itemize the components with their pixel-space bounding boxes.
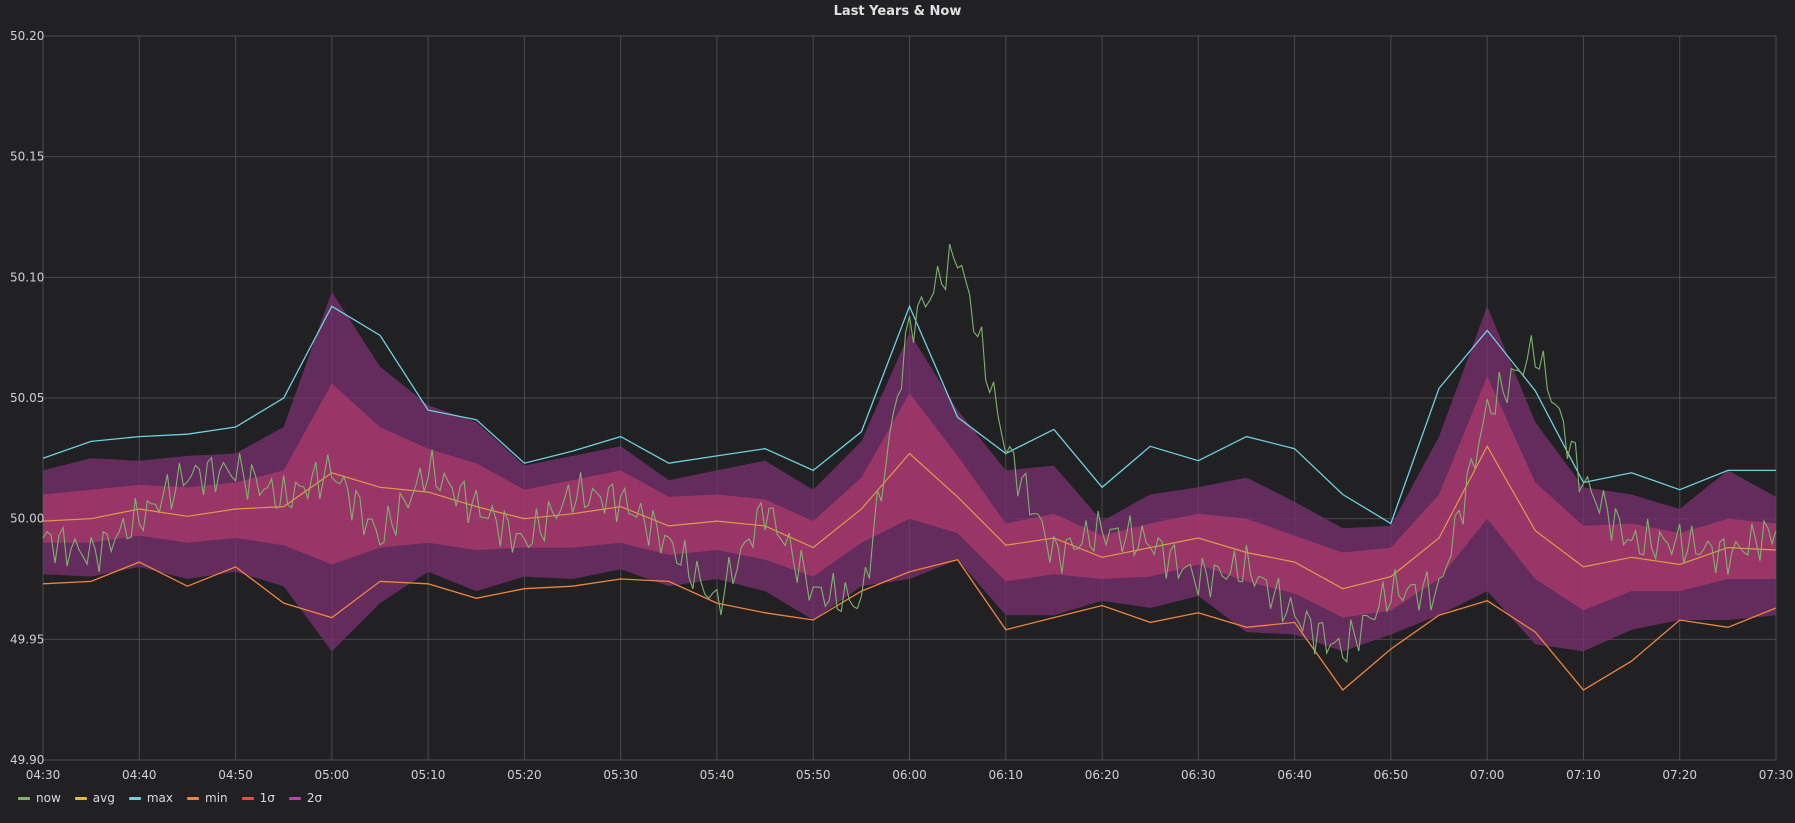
x-tick-label: 06:20: [1085, 768, 1120, 782]
line-chart[interactable]: 49.90 49.95 50.00 50.05 50.10 50.15 50.20 04:3…: [0, 0, 1795, 790]
legend-swatch: [128, 796, 141, 800]
y-axis-ticks: 49.90 49.95 50.00 50.05 50.10 50.15 50.20: [10, 29, 44, 767]
legend-item[interactable]: 1σ: [241, 791, 275, 805]
panel-title: Last Years & Now: [833, 4, 962, 19]
legend-label: 2σ: [306, 791, 323, 805]
legend-swatch: [74, 796, 87, 800]
legend-item[interactable]: 2σ: [288, 791, 323, 805]
x-tick-label: 06:50: [1374, 768, 1409, 782]
series-avg-line: [42, 445, 1777, 590]
x-tick-label: 06:10: [988, 768, 1023, 782]
x-tick-label: 05:00: [315, 768, 350, 782]
legend-label: now: [36, 791, 61, 805]
series-now-line: [42, 244, 1777, 664]
legend-item[interactable]: now: [18, 791, 61, 805]
x-axis-ticks: 04:30 04:40 04:50 05:00 05:10 05:20 05:30 05:40…: [26, 768, 1794, 782]
legend: now avg max min 1σ 2σ: [18, 791, 322, 805]
series-lines: [42, 244, 1777, 691]
series-min-line: [42, 558, 1777, 691]
y-tick-label: 50.00: [10, 512, 44, 526]
y-tick-label: 49.95: [10, 632, 44, 646]
legend-label: avg: [92, 791, 115, 805]
x-tick-label: 05:10: [411, 768, 446, 782]
legend-item[interactable]: max: [128, 791, 173, 805]
x-tick-label: 06:40: [1277, 768, 1312, 782]
y-tick-label: 49.90: [10, 753, 44, 767]
legend-item[interactable]: min: [187, 791, 228, 805]
x-tick-label: 04:50: [218, 768, 253, 782]
x-tick-label: 05:40: [700, 768, 735, 782]
legend-label: max: [146, 791, 173, 805]
legend-label: 1σ: [259, 791, 275, 805]
x-tick-label: 05:20: [507, 768, 542, 782]
series-max-line: [42, 304, 1776, 525]
y-tick-label: 50.10: [10, 270, 44, 284]
x-tick-label: 06:30: [1181, 768, 1216, 782]
x-tick-label: 07:30: [1759, 768, 1794, 782]
x-tick-label: 06:00: [892, 768, 927, 782]
x-tick-label: 07:20: [1662, 768, 1697, 782]
x-tick-label: 07:10: [1566, 768, 1601, 782]
legend-swatch: [187, 796, 199, 800]
legend-label: min: [205, 791, 228, 805]
x-tick-label: 05:50: [796, 768, 831, 782]
legend-swatch: [288, 796, 301, 800]
y-tick-label: 50.15: [10, 150, 44, 164]
band-1-sigma: [43, 376, 1776, 618]
y-tick-label: 50.20: [10, 29, 44, 43]
x-tick-label: 04:40: [122, 768, 157, 782]
legend-item[interactable]: avg: [74, 791, 115, 805]
x-tick-label: 07:00: [1470, 768, 1505, 782]
x-tick-label: 04:30: [26, 768, 61, 782]
legend-swatch: [18, 796, 30, 800]
series-1sigma-band: [43, 376, 1776, 618]
y-tick-label: 50.05: [10, 391, 44, 405]
legend-swatch: [241, 796, 254, 800]
x-tick-label: 05:30: [603, 768, 638, 782]
